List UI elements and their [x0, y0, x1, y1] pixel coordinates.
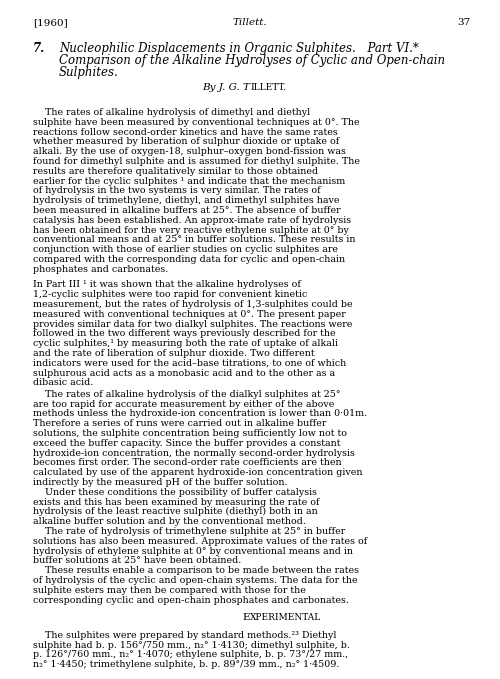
Text: sulphite esters may then be compared with those for the: sulphite esters may then be compared wit… — [33, 586, 306, 595]
Text: calculated by use of the apparent hydroxide-ion concentration given: calculated by use of the apparent hydrox… — [33, 468, 362, 477]
Text: 37: 37 — [457, 18, 470, 27]
Text: The sulphites were prepared by standard methods.²³ Diethyl: The sulphites were prepared by standard … — [33, 631, 336, 640]
Text: conventional means and at 25° in buffer solutions. These results in: conventional means and at 25° in buffer … — [33, 236, 356, 244]
Text: hydrolysis of trimethylene, diethyl, and dimethyl sulphites have: hydrolysis of trimethylene, diethyl, and… — [33, 196, 340, 205]
Text: measured with conventional techniques at 0°. The present paper: measured with conventional techniques at… — [33, 310, 346, 319]
Text: The rate of hydrolysis of trimethylene sulphite at 25° in buffer: The rate of hydrolysis of trimethylene s… — [33, 527, 345, 536]
Text: whether measured by liberation of sulphur dioxide or uptake of: whether measured by liberation of sulphu… — [33, 137, 339, 147]
Text: followed in the two different ways previously described for the: followed in the two different ways previ… — [33, 329, 336, 338]
Text: sulphite had b. p. 156°/750 mm., n₂° 1·4130; dimethyl sulphite, b.: sulphite had b. p. 156°/750 mm., n₂° 1·4… — [33, 640, 350, 650]
Text: n₂° 1·4450; trimethylene sulphite, b. p. 89°/39 mm., n₂° 1·4509.: n₂° 1·4450; trimethylene sulphite, b. p.… — [33, 660, 340, 669]
Text: cyclic sulphites,¹ by measuring both the rate of uptake of alkali: cyclic sulphites,¹ by measuring both the… — [33, 340, 338, 348]
Text: sulphite have been measured by conventional techniques at 0°. The: sulphite have been measured by conventio… — [33, 117, 360, 127]
Text: has been obtained for the very reactive ethylene sulphite at 0° by: has been obtained for the very reactive … — [33, 225, 349, 235]
Text: of hydrolysis in the two systems is very similar. The rates of: of hydrolysis in the two systems is very… — [33, 187, 320, 196]
Text: exceed the buffer capacity. Since the buffer provides a constant: exceed the buffer capacity. Since the bu… — [33, 439, 340, 447]
Text: Nucleophilic Displacements in Organic Sulphites.  Part VI.*: Nucleophilic Displacements in Organic Su… — [59, 42, 419, 55]
Text: compared with the corresponding data for cyclic and open-chain: compared with the corresponding data for… — [33, 255, 345, 264]
Text: Under these conditions the possibility of buffer catalysis: Under these conditions the possibility o… — [33, 488, 317, 497]
Text: reactions follow second-order kinetics and have the same rates: reactions follow second-order kinetics a… — [33, 128, 338, 136]
Text: methods unless the hydroxide-ion concentration is lower than 0·01m.: methods unless the hydroxide-ion concent… — [33, 409, 367, 418]
Text: ILLETT.: ILLETT. — [250, 83, 286, 92]
Text: results are therefore qualitatively similar to those obtained: results are therefore qualitatively simi… — [33, 167, 318, 176]
Text: Therefore a series of runs were carried out in alkaline buffer: Therefore a series of runs were carried … — [33, 419, 326, 428]
Text: Sulphites.: Sulphites. — [59, 66, 119, 79]
Text: 1,2-cyclic sulphites were too rapid for convenient kinetic: 1,2-cyclic sulphites were too rapid for … — [33, 291, 307, 299]
Text: are too rapid for accurate measurement by either of the above: are too rapid for accurate measurement b… — [33, 399, 334, 409]
Text: By J. G. T: By J. G. T — [202, 83, 250, 92]
Text: alkali. By the use of oxygen-18, sulphur–oxygen bond-fission was: alkali. By the use of oxygen-18, sulphur… — [33, 147, 346, 156]
Text: The rates of alkaline hydrolysis of the dialkyl sulphites at 25°: The rates of alkaline hydrolysis of the … — [33, 390, 340, 399]
Text: found for dimethyl sulphite and is assumed for diethyl sulphite. The: found for dimethyl sulphite and is assum… — [33, 157, 360, 166]
Text: The rates of alkaline hydrolysis of dimethyl and diethyl: The rates of alkaline hydrolysis of dime… — [33, 108, 310, 117]
Text: [1960]: [1960] — [33, 18, 68, 27]
Text: XPERIMENTAL: XPERIMENTAL — [250, 613, 321, 622]
Text: p. 126°/760 mm., n₂° 1·4070; ethylene sulphite, b. p. 73°/27 mm.,: p. 126°/760 mm., n₂° 1·4070; ethylene su… — [33, 650, 348, 659]
Text: E: E — [242, 613, 250, 622]
Text: sulphurous acid acts as a monobasic acid and to the other as a: sulphurous acid acts as a monobasic acid… — [33, 369, 335, 378]
Text: hydrolysis of the least reactive sulphite (diethyl) both in an: hydrolysis of the least reactive sulphit… — [33, 507, 318, 517]
Text: solutions, the sulphite concentration being sufficiently low not to: solutions, the sulphite concentration be… — [33, 429, 347, 438]
Text: Tillett.: Tillett. — [232, 18, 268, 27]
Text: becomes first order. The second-order rate coefficients are then: becomes first order. The second-order ra… — [33, 458, 342, 467]
Text: 7.: 7. — [33, 42, 45, 55]
Text: alkaline buffer solution and by the conventional method.: alkaline buffer solution and by the conv… — [33, 517, 306, 526]
Text: solutions has also been measured. Approximate values of the rates of: solutions has also been measured. Approx… — [33, 537, 367, 546]
Text: exists and this has been examined by measuring the rate of: exists and this has been examined by mea… — [33, 498, 320, 507]
Text: corresponding cyclic and open-chain phosphates and carbonates.: corresponding cyclic and open-chain phos… — [33, 595, 349, 604]
Text: earlier for the cyclic sulphites ¹ and indicate that the mechanism: earlier for the cyclic sulphites ¹ and i… — [33, 177, 345, 185]
Text: dibasic acid.: dibasic acid. — [33, 378, 93, 388]
Text: Comparison of the Alkaline Hydrolyses of Cyclic and Open-chain: Comparison of the Alkaline Hydrolyses of… — [59, 54, 445, 67]
Text: These results enable a comparison to be made between the rates: These results enable a comparison to be … — [33, 566, 359, 575]
Text: of hydrolysis of the cyclic and open-chain systems. The data for the: of hydrolysis of the cyclic and open-cha… — [33, 576, 358, 585]
Text: conjunction with those of earlier studies on cyclic sulphites are: conjunction with those of earlier studie… — [33, 245, 338, 254]
Text: indirectly by the measured pH of the buffer solution.: indirectly by the measured pH of the buf… — [33, 478, 287, 487]
Text: In Part III ¹ it was shown that the alkaline hydrolyses of: In Part III ¹ it was shown that the alka… — [33, 280, 301, 289]
Text: provides similar data for two dialkyl sulphites. The reactions were: provides similar data for two dialkyl su… — [33, 320, 352, 329]
Text: hydroxide-ion concentration, the normally second-order hydrolysis: hydroxide-ion concentration, the normall… — [33, 449, 355, 458]
Text: and the rate of liberation of sulphur dioxide. Two different: and the rate of liberation of sulphur di… — [33, 349, 314, 358]
Text: been measured in alkaline buffers at 25°. The absence of buffer: been measured in alkaline buffers at 25°… — [33, 206, 340, 215]
Text: indicators were used for the acid–base titrations, to one of which: indicators were used for the acid–base t… — [33, 359, 346, 368]
Text: catalysis has been established. An approx-imate rate of hydrolysis: catalysis has been established. An appro… — [33, 216, 351, 225]
Text: phosphates and carbonates.: phosphates and carbonates. — [33, 265, 168, 274]
Text: buffer solutions at 25° have been obtained.: buffer solutions at 25° have been obtain… — [33, 556, 241, 566]
Text: measurement, but the rates of hydrolysis of 1,3-sulphites could be: measurement, but the rates of hydrolysis… — [33, 300, 352, 309]
Text: hydrolysis of ethylene sulphite at 0° by conventional means and in: hydrolysis of ethylene sulphite at 0° by… — [33, 547, 353, 555]
